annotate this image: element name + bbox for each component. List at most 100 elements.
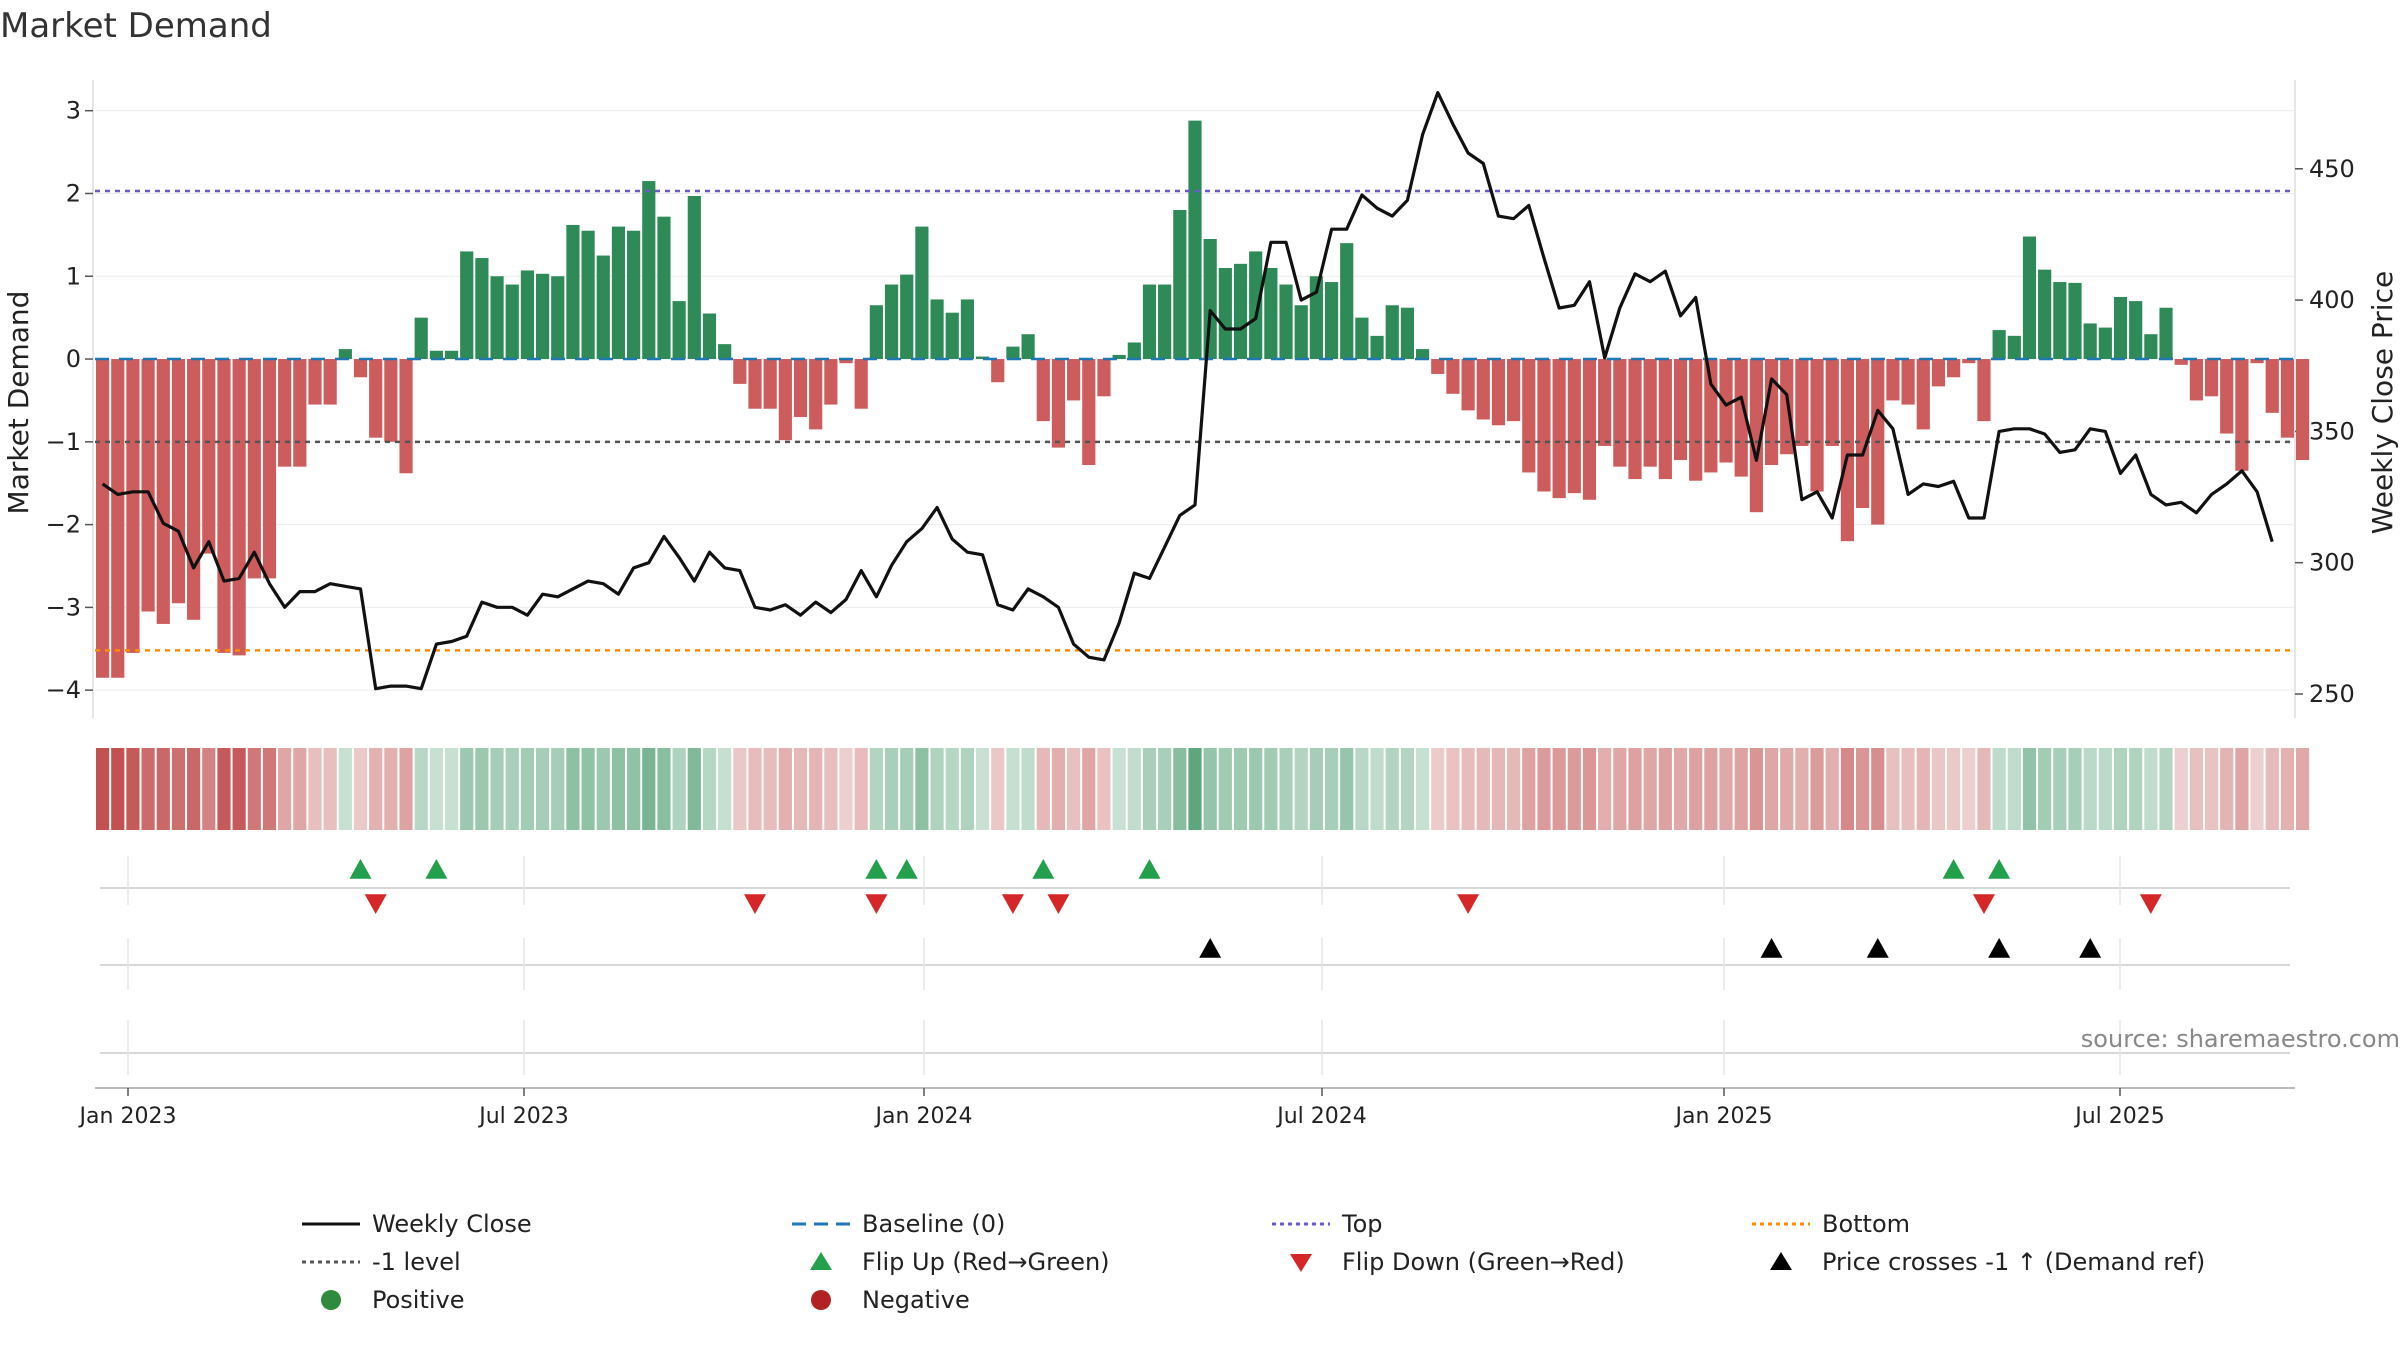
heat-strip-cell [2189,748,2203,830]
demand-bar-negative [1628,359,1642,480]
flip-up-marker [349,859,372,879]
heat-strip-cell [1370,748,1384,830]
right-tick-label: 450 [2309,155,2355,183]
heat-strip-cell [1294,748,1308,830]
legend-symbol-weekly-close [302,1222,360,1226]
right-axis-title: Weekly Close Price [2366,271,2399,534]
heat-strip-cell [536,748,550,830]
heat-strip-cell [1507,748,1521,830]
heat-strip-cell [2174,748,2188,830]
demand-bar-positive [460,251,474,360]
flip-up-marker [1032,859,1055,879]
demand-bar-positive [2068,282,2082,360]
demand-bar-positive [414,317,428,360]
demand-bar-negative [217,359,231,653]
demand-bar-positive [1127,342,1141,360]
demand-bar-negative [399,359,413,474]
demand-bar-positive [1249,251,1263,360]
legend-label: Flip Down (Green→Red) [1342,1248,1625,1276]
demand-bar-negative [1082,359,1096,465]
heat-strip-cell [1491,748,1506,830]
demand-bar-negative [778,359,792,441]
legend-label: Flip Up (Red→Green) [862,1248,1110,1276]
heat-strip-cell [1810,748,1824,830]
demand-bar-negative [1795,359,1809,446]
heat-strip-cell [566,748,580,830]
heat-strip-cell [1067,748,1081,830]
demand-bar-negative [1840,359,1854,542]
heat-strip-cell [1704,748,1718,830]
heat-strip-cell [460,748,474,830]
demand-bar-negative [2296,359,2310,461]
heat-strip-cell [1749,748,1763,830]
heat-strip-cell [278,748,292,830]
demand-bar-positive [687,195,701,360]
heat-strip-cell [733,748,747,830]
heat-strip-cell [2250,748,2264,830]
right-tick-label: 250 [2309,680,2355,708]
demand-bar-negative [278,359,292,467]
demand-bar-positive [1173,210,1187,360]
legend-label: Top [1342,1210,1383,1238]
heat-strip-cell [854,748,868,830]
demand-bar-positive [2022,236,2037,360]
demand-bar-positive [1279,284,1293,360]
heat-strip-cell [1613,748,1627,830]
demand-bar-negative [1764,359,1779,465]
heat-strip-cell [490,748,504,830]
flip-up-marker [425,859,448,879]
heat-strip-cell [2235,748,2249,830]
heat-strip-cell [809,748,823,830]
demand-bar-positive [2113,296,2128,360]
demand-bar-negative [1067,359,1081,401]
source-credit: source: sharemaestro.com [2080,1025,2400,1053]
legend-symbol-positive [321,1290,341,1310]
demand-bar-positive [1188,120,1202,360]
heat-strip-cell [1552,748,1566,830]
demand-bar-negative [2204,359,2219,397]
heat-strip-cell [384,748,398,830]
flip-down-marker [865,894,888,914]
demand-bar-positive [429,350,443,360]
heat-strip-cell [551,748,565,830]
demand-bar-positive [490,276,504,360]
demand-bar-positive [444,350,459,360]
heat-strip-cell [1992,748,2006,830]
demand-bar-negative [96,359,110,678]
heat-strip-cell [1446,748,1460,830]
left-tick-label: 2 [66,179,81,207]
demand-bar-negative [262,359,277,579]
heat-strip-cell [1112,748,1126,830]
heat-strip-cell [399,748,413,830]
legend-label: -1 level [372,1248,461,1276]
heat-strip-cell [748,748,762,830]
demand-bar-negative [763,359,777,409]
heat-strip-cell [338,748,352,830]
demand-bar-negative [1476,359,1490,420]
flip-down-marker [744,894,766,914]
demand-bar-negative [323,359,337,405]
legend-symbol-baseline [792,1222,850,1226]
demand-bar-negative [308,359,322,405]
flip-up-marker [1138,859,1161,879]
demand-bar-positive [702,313,717,360]
demand-bar-negative [2265,359,2279,413]
heat-strip-cell [1689,748,1703,830]
demand-bar-negative [2174,359,2188,365]
x-tick-label: Jul 2024 [1275,1104,1367,1129]
chart-title: Market Demand [0,6,272,46]
demand-bar-negative [1051,359,1066,448]
demand-bar-negative [1658,359,1672,480]
demand-bar-positive [1416,349,1430,360]
demand-bar-negative [2280,359,2294,438]
demand-bar-negative [733,359,747,384]
demand-bar-negative [1916,359,1930,430]
heat-strip-cell [2113,748,2128,830]
heat-strip-cell [1977,748,1991,830]
right-tick-label: 300 [2309,549,2355,577]
heat-strip-cell [1871,748,1885,830]
demand-bar-negative [1856,359,1870,509]
heat-strip-cell [1400,748,1414,830]
heat-strip-cell [353,748,368,830]
heat-strip-cell [475,748,489,830]
